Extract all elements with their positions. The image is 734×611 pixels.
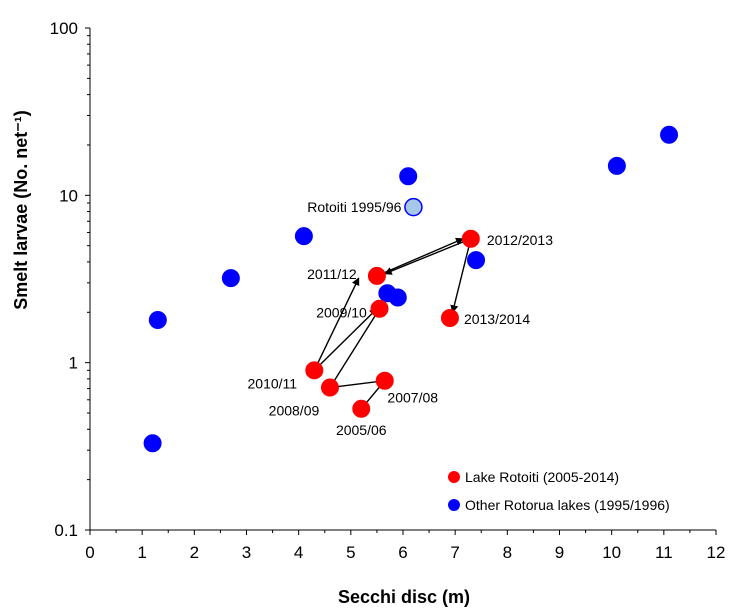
x-tick-label: 9 — [555, 543, 564, 562]
x-axis-title: Secchi disc (m) — [338, 587, 470, 607]
y-tick-label: 0.1 — [54, 521, 78, 540]
y-tick-label: 10 — [59, 186, 78, 205]
point-label: 2008/09 — [269, 403, 320, 419]
trajectory-arrow — [383, 238, 472, 275]
other-lake-point — [143, 434, 162, 453]
x-tick-label: 10 — [602, 543, 621, 562]
arrows — [313, 237, 472, 410]
x-tick-label: 11 — [655, 543, 673, 562]
x-tick-label: 2 — [190, 543, 199, 562]
rotoiti-point — [440, 308, 459, 327]
y-axis-title: Smelt larvae (No. net⁻¹) — [11, 110, 31, 310]
x-tick-label: 0 — [85, 543, 94, 562]
point-label: 2007/08 — [387, 390, 438, 406]
y-axis-ticks: 0.1 1 10 100 — [50, 19, 90, 540]
rotoiti-point — [461, 229, 480, 248]
other-lake-point — [148, 310, 167, 329]
trajectory-arrow — [329, 307, 381, 388]
rotoiti-point — [320, 378, 339, 397]
rotoiti-point — [367, 266, 386, 285]
x-tick-label: 6 — [398, 543, 407, 562]
x-axis-ticks: 0 1 2 3 4 5 6 7 8 9 10 11 12 — [85, 530, 725, 562]
point-label: 2012/2013 — [487, 232, 553, 248]
trajectory-arrow — [450, 238, 472, 314]
legend-label: Other Rotorua lakes (1995/1996) — [465, 497, 670, 513]
legend-marker — [448, 471, 460, 483]
other-lake-point — [388, 288, 407, 307]
x-tick-label: 7 — [450, 543, 459, 562]
point-label: 2009/10 — [316, 305, 367, 321]
legend: Lake Rotoiti (2005-2014) Other Rotorua la… — [448, 469, 670, 513]
x-tick-label: 1 — [137, 543, 146, 562]
legend-marker — [448, 499, 460, 511]
point-label: 2005/06 — [336, 422, 387, 438]
trajectory-arrow — [313, 308, 378, 371]
other-lake-point — [221, 269, 240, 288]
other-lake-point — [467, 251, 486, 270]
rotoiti-point — [370, 299, 389, 318]
rotoiti-point — [305, 361, 324, 380]
other-lake-point — [399, 167, 418, 186]
data-points — [143, 125, 679, 453]
trajectory-arrow — [376, 237, 464, 277]
x-tick-label: 4 — [294, 543, 303, 562]
point-label: 2013/2014 — [464, 311, 530, 327]
rotoiti-1995-point — [404, 197, 423, 217]
legend-label: Lake Rotoiti (2005-2014) — [465, 469, 619, 485]
x-tick-label: 12 — [707, 543, 726, 562]
other-lake-point — [660, 125, 679, 144]
rotoiti-point — [352, 399, 371, 418]
other-lake-point — [607, 156, 626, 175]
point-label: 2011/12 — [307, 266, 357, 282]
trajectory-arrow — [329, 377, 386, 389]
plot-area — [89, 28, 716, 531]
rotoiti-point — [375, 371, 394, 390]
y-tick-label: 1 — [69, 354, 78, 373]
trajectory-arrow — [313, 277, 360, 371]
x-tick-label: 3 — [242, 543, 251, 562]
point-label: 2010/11 — [248, 375, 298, 391]
point-label: Rotoiti 1995/96 — [307, 199, 401, 215]
other-lake-point — [294, 227, 313, 246]
x-tick-label: 5 — [346, 543, 355, 562]
x-tick-label: 8 — [503, 543, 512, 562]
y-tick-label: 100 — [50, 19, 78, 38]
